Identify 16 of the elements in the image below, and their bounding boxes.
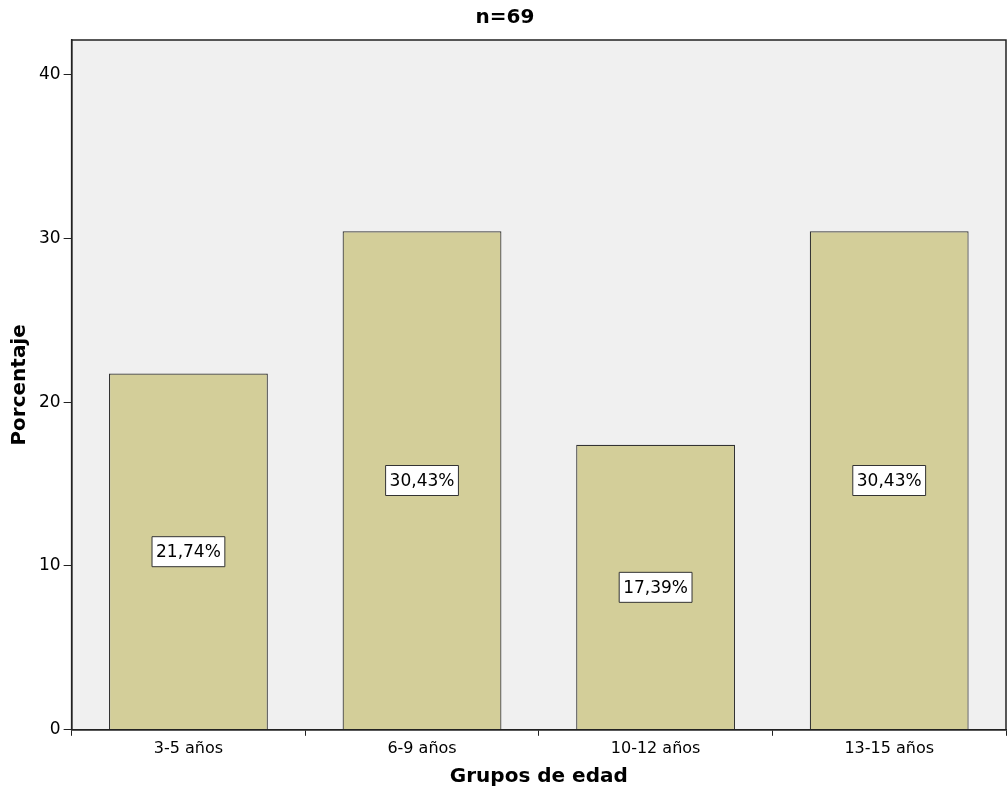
- y-tick-label: 40: [38, 62, 61, 83]
- y-axis-title: Porcentaje: [6, 324, 31, 446]
- y-tick-label: 20: [38, 390, 61, 411]
- x-tick-label: 10-12 años: [610, 737, 701, 757]
- x-tick-label: 3-5 años: [153, 737, 224, 757]
- chart-title: n=69: [475, 4, 535, 29]
- data-label: 30,43%: [856, 469, 922, 490]
- data-label: 17,39%: [623, 576, 689, 597]
- x-tick-label: 6-9 años: [387, 737, 457, 757]
- data-label: 21,74%: [156, 541, 221, 562]
- x-tick-label: 13-15 años: [844, 737, 935, 757]
- y-tick-label: 0: [49, 718, 61, 739]
- y-tick-label: 30: [38, 226, 61, 247]
- data-label: 30,43%: [389, 469, 455, 490]
- x-axis-title: Grupos de edad: [449, 763, 628, 788]
- y-tick-label: 10: [38, 554, 61, 575]
